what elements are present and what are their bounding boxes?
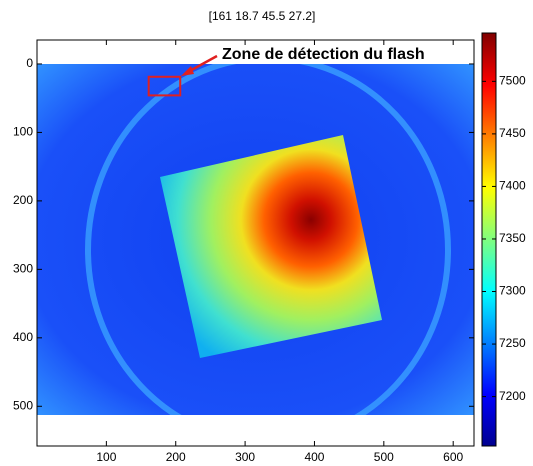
y-tick-label: 0 <box>26 56 33 70</box>
y-tick-label: 400 <box>13 330 33 344</box>
highlight-box <box>147 75 182 97</box>
colorbar <box>481 32 497 447</box>
x-tick-label: 300 <box>235 450 255 464</box>
x-tick-label: 500 <box>374 450 394 464</box>
colorbar-tick-label: 7300 <box>499 284 526 298</box>
colorbar-tick-label: 7250 <box>499 336 526 350</box>
axes-box <box>36 39 475 447</box>
y-tick-label: 200 <box>13 193 33 207</box>
x-tick-label: 100 <box>96 450 116 464</box>
colorbar-tick-label: 7450 <box>499 126 526 140</box>
annotation: Zone de détection du flash <box>222 46 425 63</box>
x-tick-label: 400 <box>304 450 324 464</box>
chart-title: [161 18.7 45.5 27.2] <box>209 9 316 23</box>
colorbar-tick-label: 7400 <box>499 179 526 193</box>
square <box>160 135 382 358</box>
colorbar-tick-label: 7200 <box>499 389 526 403</box>
x-tick-label: 600 <box>443 450 463 464</box>
colorbar-tick-label: 7350 <box>499 231 526 245</box>
image <box>37 64 474 415</box>
y-tick-label: 300 <box>13 262 33 276</box>
x-tick-label: 200 <box>166 450 186 464</box>
y-tick-label: 500 <box>13 398 33 412</box>
colorbar-tick-label: 7500 <box>499 74 526 88</box>
y-tick-label: 100 <box>13 125 33 139</box>
ring <box>85 64 451 415</box>
arrow-head <box>181 66 194 76</box>
